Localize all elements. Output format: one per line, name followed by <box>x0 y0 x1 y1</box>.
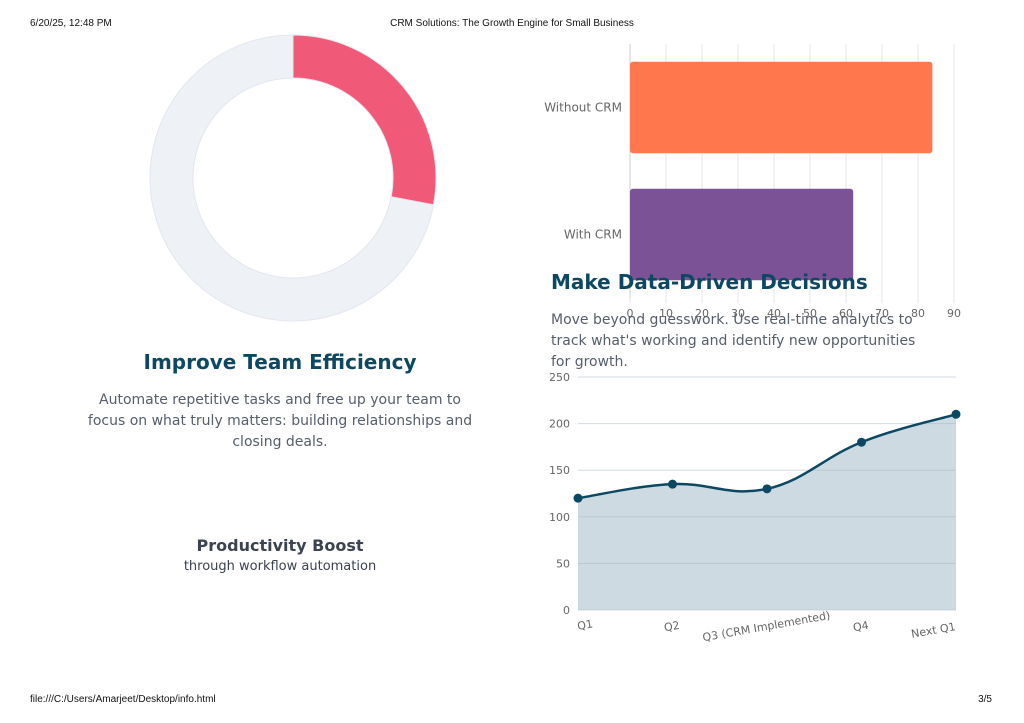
area-y-tick-label: 0 <box>563 604 570 617</box>
bar-x-tick-label: 50 <box>803 307 817 320</box>
area-x-tick-label: Next Q1 <box>910 620 956 641</box>
bar-x-tick-label: 60 <box>839 307 853 320</box>
bar-x-tick-label: 40 <box>767 307 781 320</box>
donut-slice-highlight <box>292 34 437 206</box>
efficiency-text: Automate repetitive tasks and free up yo… <box>87 392 473 450</box>
bar-x-tick-label: 0 <box>627 307 634 320</box>
print-page-number: 3/5 <box>978 694 992 705</box>
bar-x-tick-label: 90 <box>947 307 961 320</box>
data-driven-text: Move beyond guesswork. Use real-time ana… <box>551 312 916 370</box>
growth-area-chart: 0 50 100 150 200 250 Q1 Q2 Q3 (CRM Implemented) Q… <box>549 371 961 644</box>
productivity-stat-subtitle: through workflow automation <box>183 559 377 574</box>
efficiency-donut-chart <box>149 34 437 322</box>
area-data-point <box>573 493 583 503</box>
area-y-tick-label: 50 <box>556 557 570 570</box>
efficiency-title: Improve Team Efficiency <box>143 350 417 374</box>
data-driven-title: Make Data-Driven Decisions <box>551 270 868 294</box>
productivity-stat-title: Productivity Boost <box>196 536 364 555</box>
bar-category-label: With CRM <box>564 228 622 242</box>
area-data-point <box>951 409 961 419</box>
print-file-path: file:///C:/Users/Amarjeet/Desktop/info.h… <box>30 694 216 705</box>
area-fill <box>578 414 956 610</box>
print-footer: file:///C:/Users/Amarjeet/Desktop/info.h… <box>0 694 1024 708</box>
area-y-tick-label: 100 <box>549 511 570 524</box>
bar-category-label: Without CRM <box>544 101 622 115</box>
area-data-point <box>668 479 677 489</box>
area-y-tick-label: 250 <box>549 371 570 384</box>
bar-x-tick-label: 30 <box>731 307 745 320</box>
bar-x-tick-label: 80 <box>911 307 925 320</box>
bar-with-crm <box>630 188 854 281</box>
print-datetime: 6/20/25, 12:48 PM <box>30 18 112 29</box>
bar-x-tick-label: 70 <box>875 307 889 320</box>
print-header: 6/20/25, 12:48 PM CRM Solutions: The Gro… <box>0 18 1024 32</box>
area-y-tick-label: 150 <box>549 464 570 477</box>
bar-x-tick-label: 20 <box>695 307 709 320</box>
area-x-tick-label: Q1 <box>576 617 594 633</box>
donut-slice-track <box>149 34 435 322</box>
crm-comparison-bar-chart: 0 10 20 30 40 50 60 70 80 90 Without CRM With CRM <box>544 44 961 320</box>
area-data-point <box>857 437 866 447</box>
bar-without-crm <box>630 61 933 154</box>
area-x-tick-label: Q4 <box>852 619 870 635</box>
print-title: CRM Solutions: The Growth Engine for Sma… <box>390 18 634 29</box>
area-x-tick-label: Q2 <box>663 619 681 635</box>
area-data-point <box>762 484 772 494</box>
bar-x-tick-label: 10 <box>659 307 673 320</box>
area-y-tick-label: 200 <box>549 418 570 431</box>
area-x-tick-label: Q3 (CRM Implemented) <box>702 609 832 644</box>
